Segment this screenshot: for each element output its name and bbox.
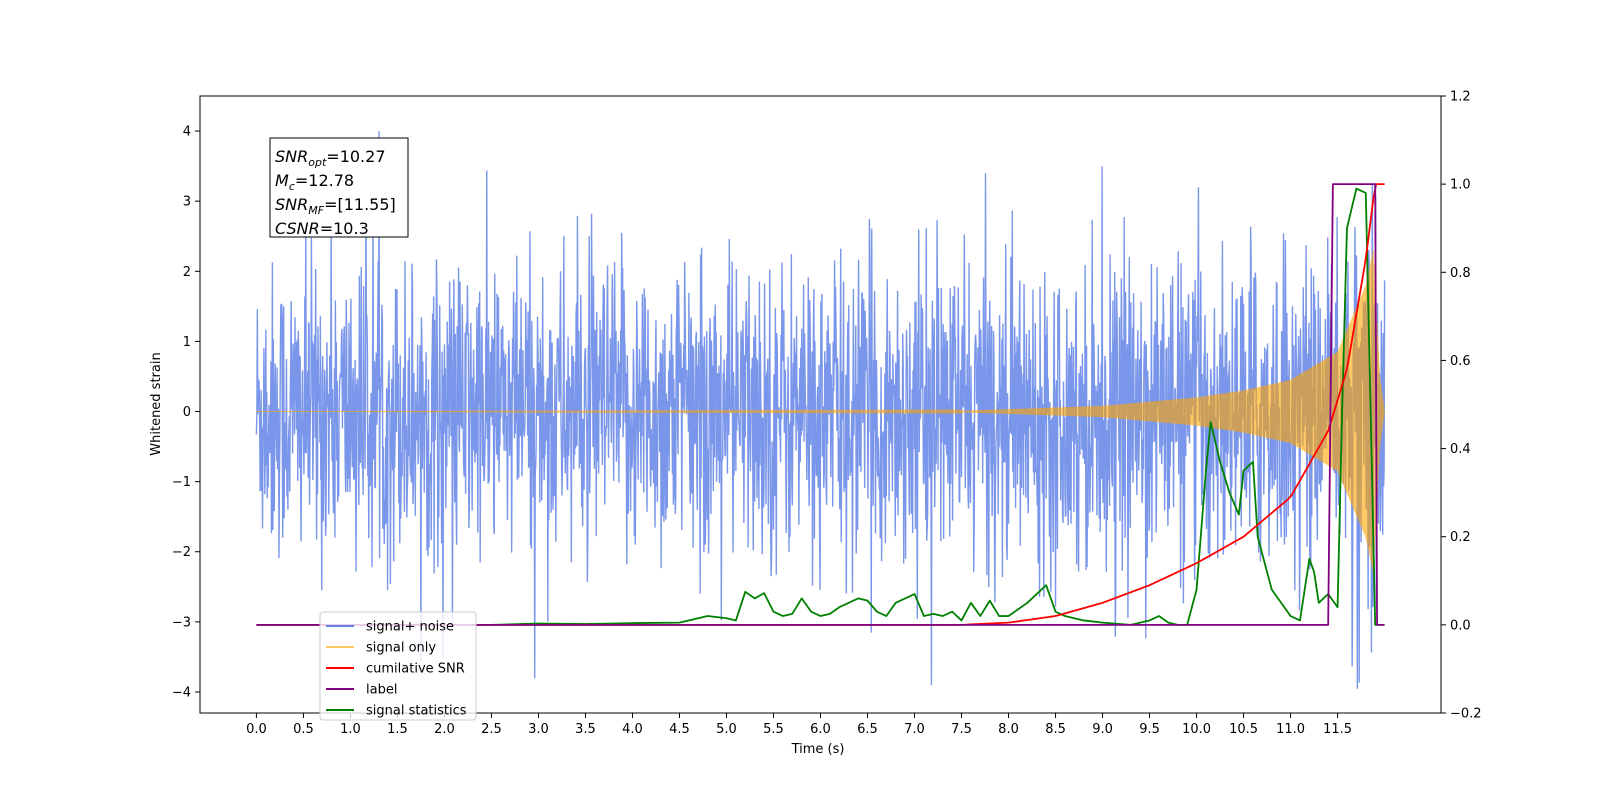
- y-left-tick-label: 3: [183, 195, 191, 210]
- y-left-tick-label: −3: [172, 615, 191, 630]
- x-tick-label: 7.5: [951, 722, 972, 737]
- legend-entry-label: signal statistics: [366, 704, 467, 719]
- x-tick-label: 5.5: [763, 722, 784, 737]
- x-tick-label: 8.5: [1045, 722, 1066, 737]
- x-tick-label: 2.5: [481, 722, 502, 737]
- legend-entry-label: signal+ noise: [366, 620, 454, 635]
- y-right-tick-label: 0.4: [1450, 442, 1471, 457]
- x-tick-label: 5.0: [716, 722, 737, 737]
- y-axis-left: −4 −3 −2 −1 0 1 2 3 4: [172, 125, 200, 700]
- y-left-tick-label: 1: [183, 335, 191, 350]
- annotation-line: SNRMF=[11.55]: [275, 195, 396, 217]
- legend-entry-label: label: [366, 683, 397, 698]
- series-signal-statistics: [256, 187, 1380, 626]
- y-right-tick-label: 0.6: [1450, 354, 1471, 369]
- legend: signal+ noise signal only cumilative SNR la…: [319, 611, 477, 721]
- x-tick-label: 10.5: [1229, 722, 1258, 737]
- x-tick-label: 6.5: [857, 722, 878, 737]
- x-tick-label: 11.5: [1323, 722, 1352, 737]
- x-tick-label: 0.0: [246, 722, 267, 737]
- x-tick-label: 4.5: [669, 722, 690, 737]
- series-signal-only: [256, 250, 1386, 572]
- annotation-line: Mc=12.78: [275, 171, 354, 193]
- annotation-line: CSNR=10.3: [275, 219, 369, 238]
- x-tick-label: 10.0: [1182, 722, 1211, 737]
- y-left-tick-label: −1: [172, 475, 191, 490]
- y-right-tick-label: 0.2: [1450, 530, 1471, 545]
- series-label: [256, 183, 1385, 626]
- x-tick-label: 2.0: [434, 722, 455, 737]
- x-tick-label: 1.5: [387, 722, 408, 737]
- y-right-tick-label: 0.8: [1450, 266, 1471, 281]
- y-right-tick-label: 1.0: [1450, 178, 1471, 193]
- x-tick-label: 3.5: [575, 722, 596, 737]
- x-tick-label: 9.5: [1139, 722, 1160, 737]
- x-tick-label: 4.0: [622, 722, 643, 737]
- y-right-tick-label: 1.2: [1450, 90, 1471, 105]
- y-axis-right: −0.2 0.0 0.2 0.4 0.6 0.8 1.0 1.2: [1441, 90, 1482, 722]
- y-right-tick-label: 0.0: [1450, 618, 1471, 633]
- y-axis-label: Whitened strain: [149, 352, 164, 455]
- annotation-line: SNRopt=10.27: [275, 147, 386, 169]
- x-axis-label: Time (s): [791, 742, 845, 757]
- x-tick-label: 7.0: [904, 722, 925, 737]
- x-tick-label: 0.5: [293, 722, 314, 737]
- x-tick-label: 3.0: [528, 722, 549, 737]
- y-left-tick-label: 0: [183, 405, 191, 420]
- x-axis: 0.0 0.5 1.0 1.5 2.0 2.5 3.0 3.5 4.0 4.5 5.0 5.5 6.0 6…: [246, 713, 1352, 737]
- y-left-tick-label: −2: [172, 545, 191, 560]
- series-signal-noise: [255, 131, 1386, 689]
- x-tick-label: 8.0: [998, 722, 1019, 737]
- x-tick-label: 9.0: [1092, 722, 1113, 737]
- x-tick-label: 6.0: [810, 722, 831, 737]
- y-left-tick-label: 4: [183, 125, 191, 140]
- legend-entry-label: cumilative SNR: [366, 662, 465, 677]
- y-right-tick-label: −0.2: [1450, 707, 1482, 722]
- legend-entry-label: signal only: [366, 641, 436, 656]
- x-tick-label: 1.0: [340, 722, 361, 737]
- y-left-tick-label: 2: [183, 265, 191, 280]
- y-left-tick-label: −4: [172, 685, 191, 700]
- x-tick-label: 11.0: [1276, 722, 1305, 737]
